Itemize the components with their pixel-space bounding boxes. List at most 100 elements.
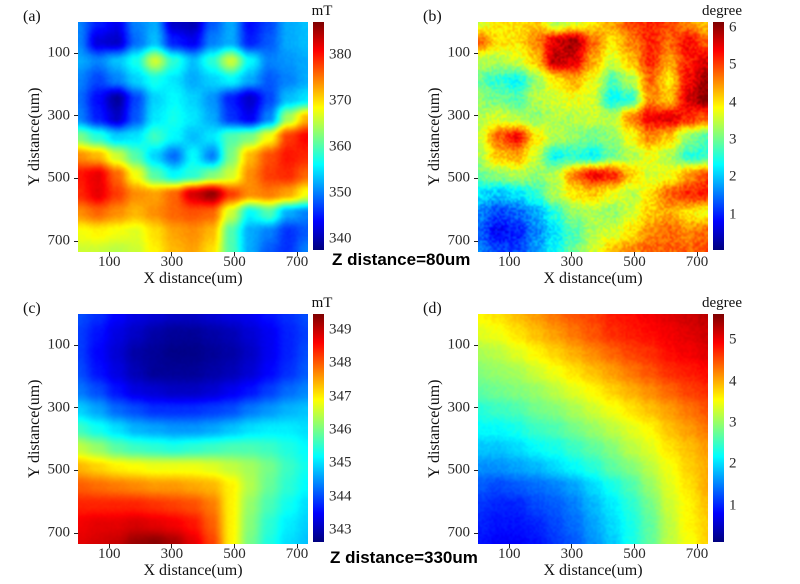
colorbar-tick-label: 345	[329, 455, 352, 472]
y-axis-label: Y distance(um)	[426, 22, 444, 252]
colorbar-tick-label: 2	[729, 456, 737, 473]
x-tick-mark	[634, 544, 635, 548]
x-tick-mark	[234, 544, 235, 548]
colorbar-tick-label: 5	[729, 57, 737, 74]
x-tick-mark	[509, 544, 510, 548]
x-tick-labels: 100 300 500 700	[478, 546, 708, 563]
x-tick-mark	[634, 252, 635, 256]
panel-d: (d) degree 5 4 3 2 1 100 300 500 700 100 300 500 7…	[478, 314, 708, 544]
colorbar-tick-label: 340	[329, 230, 352, 247]
x-tick-mark	[171, 544, 172, 548]
z-distance-caption-bottom: Z distance=330um	[330, 548, 478, 568]
y-tick-mark	[74, 115, 78, 116]
y-tick-label: 500	[448, 462, 471, 479]
colorbar-tick-label: 346	[329, 422, 352, 439]
y-tick-mark	[74, 533, 78, 534]
y-tick-mark	[74, 178, 78, 179]
y-tick-mark	[474, 470, 478, 471]
colorbar-tick-label: 350	[329, 184, 352, 201]
colorbar-unit-label: mT	[292, 295, 352, 312]
y-tick-label: 700	[48, 233, 71, 250]
colorbar-tick-label: 1	[729, 206, 737, 223]
colorbar-tick-label: 344	[329, 488, 352, 505]
x-tick-labels: 100 300 500 700	[78, 546, 308, 563]
x-tick-label: 300	[561, 254, 584, 271]
y-tick-mark	[474, 178, 478, 179]
x-tick-label: 500	[623, 546, 646, 563]
y-axis-label: Y distance(um)	[26, 314, 44, 544]
x-tick-label: 100	[98, 254, 121, 271]
colorbar-tick-label: 370	[329, 92, 352, 109]
figure: (a) mT 380 370 360 350 340 100 300 500 700 100 3…	[0, 0, 800, 584]
x-tick-label: 700	[686, 546, 709, 563]
y-tick-label: 700	[448, 525, 471, 542]
colorbar-canvas	[313, 22, 324, 250]
x-tick-mark	[297, 252, 298, 256]
y-tick-mark	[74, 53, 78, 54]
colorbar-unit-label: degree	[692, 3, 752, 20]
y-tick-label: 100	[448, 45, 471, 62]
x-tick-label: 100	[498, 254, 521, 271]
x-tick-label: 500	[223, 546, 246, 563]
y-tick-label: 300	[448, 107, 471, 124]
x-tick-mark	[297, 544, 298, 548]
x-tick-label: 700	[286, 254, 309, 271]
heatmap-canvas	[478, 314, 708, 544]
y-tick-label: 300	[448, 399, 471, 416]
y-tick-label: 500	[48, 170, 71, 187]
x-tick-labels: 100 300 500 700	[78, 254, 308, 271]
colorbar-tick-label: 4	[729, 94, 737, 111]
x-axis-label: X distance(um)	[78, 270, 308, 288]
colorbar-tick-label: 343	[329, 522, 352, 539]
x-tick-label: 700	[686, 254, 709, 271]
y-axis-label: Y distance(um)	[26, 22, 44, 252]
y-tick-mark	[474, 345, 478, 346]
colorbar-tick-label: 5	[729, 332, 737, 349]
x-axis-label: X distance(um)	[78, 562, 308, 580]
colorbar-canvas	[713, 22, 724, 250]
colorbar-tick-label: 4	[729, 373, 737, 390]
colorbar-tick-label: 2	[729, 169, 737, 186]
y-tick-label: 300	[48, 107, 71, 124]
colorbar-tick-label: 380	[329, 46, 352, 63]
y-tick-mark	[474, 115, 478, 116]
y-tick-mark	[474, 53, 478, 54]
y-tick-mark	[474, 407, 478, 408]
y-tick-label: 100	[448, 337, 471, 354]
heatmap-canvas	[478, 22, 708, 252]
x-tick-label: 300	[161, 254, 184, 271]
x-axis-label: X distance(um)	[478, 270, 708, 288]
x-tick-mark	[571, 252, 572, 256]
y-tick-label: 100	[48, 337, 71, 354]
colorbar-tick-label: 6	[729, 19, 737, 36]
y-tick-mark	[474, 241, 478, 242]
colorbar-tick-labels: 6 5 4 3 2 1	[729, 22, 773, 250]
y-tick-mark	[74, 345, 78, 346]
x-tick-label: 500	[223, 254, 246, 271]
x-tick-label: 100	[498, 546, 521, 563]
colorbar-tick-labels: 5 4 3 2 1	[729, 314, 773, 542]
colorbar-canvas	[313, 314, 324, 542]
colorbar-tick-label: 3	[729, 132, 737, 149]
colorbar-unit-label: mT	[292, 3, 352, 20]
heatmap-canvas	[78, 314, 308, 544]
y-tick-mark	[74, 470, 78, 471]
heatmap-canvas	[78, 22, 308, 252]
colorbar-tick-label: 349	[329, 322, 352, 339]
y-tick-label: 700	[48, 525, 71, 542]
panel-b: (b) degree 6 5 4 3 2 1 100 300 500 700 100 300 500…	[478, 22, 708, 252]
y-tick-label: 300	[48, 399, 71, 416]
x-tick-mark	[234, 252, 235, 256]
x-tick-mark	[109, 544, 110, 548]
colorbar-unit-label: degree	[692, 295, 752, 312]
y-tick-mark	[474, 533, 478, 534]
x-tick-label: 700	[286, 546, 309, 563]
x-tick-label: 300	[561, 546, 584, 563]
y-tick-label: 700	[448, 233, 471, 250]
x-tick-mark	[571, 544, 572, 548]
y-tick-label: 500	[448, 170, 471, 187]
x-tick-mark	[171, 252, 172, 256]
y-tick-mark	[74, 241, 78, 242]
x-tick-label: 100	[98, 546, 121, 563]
colorbar-tick-label: 348	[329, 355, 352, 372]
